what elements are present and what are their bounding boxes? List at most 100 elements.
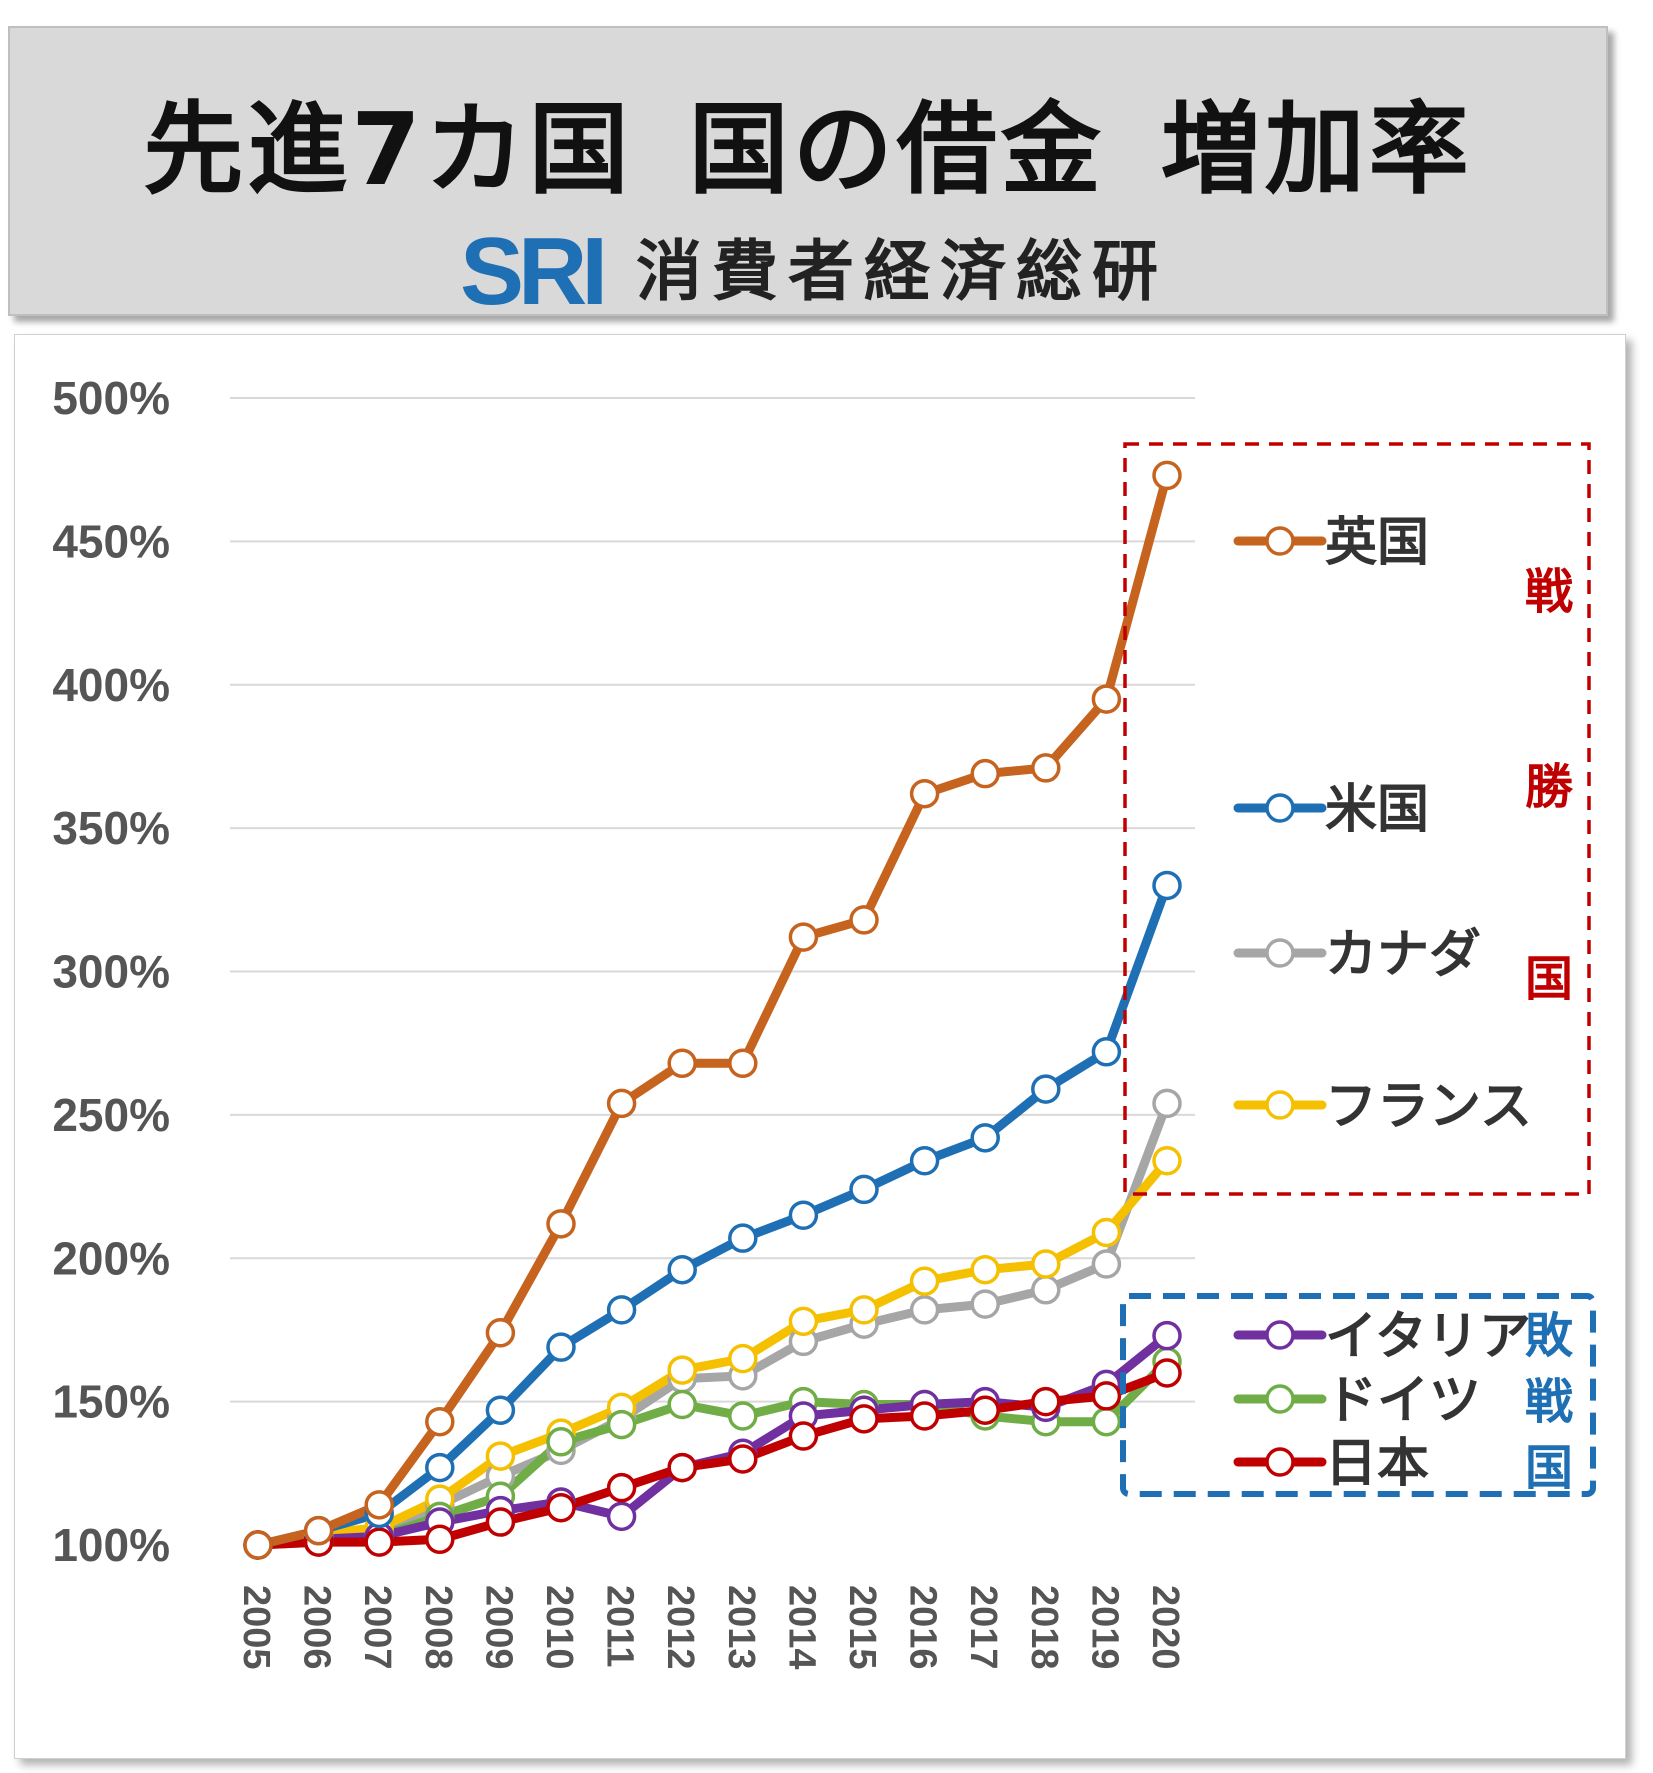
legend-label: 英国: [1325, 513, 1429, 573]
data-point: [606, 1472, 637, 1503]
data-point: [546, 1332, 576, 1362]
legend-swatch-marker: [1265, 1384, 1295, 1414]
data-point: [970, 1395, 1000, 1425]
x-tick-label: 2008: [417, 1585, 459, 1670]
y-tick-label: 300%: [52, 946, 170, 998]
x-tick-label: 2012: [659, 1585, 701, 1670]
x-tick-label: 2010: [538, 1585, 580, 1670]
chart-panel: [14, 334, 1626, 1759]
data-point: [728, 1223, 758, 1253]
legend-swatch-marker: [1265, 1090, 1295, 1120]
y-tick-label: 200%: [52, 1232, 170, 1284]
data-point: [909, 1295, 940, 1325]
winners-group-label: 戦: [1525, 564, 1573, 620]
y-tick-label: 400%: [52, 659, 170, 711]
data-point: [606, 1295, 637, 1325]
header-banner: 先進7カ国 国の借金 増加率 SRI 消費者経済総研: [8, 26, 1608, 320]
y-tick-label: 100%: [52, 1519, 170, 1571]
winners-group-label: 勝: [1525, 759, 1574, 815]
logo-text: 消費者経済総研: [636, 233, 1169, 310]
legend-swatch-marker: [1265, 793, 1295, 823]
series-line: [253, 880, 1172, 1550]
data-point: [788, 1306, 819, 1337]
winners-group-label: 国: [1525, 951, 1573, 1007]
legend-swatch-marker: [1265, 1447, 1295, 1477]
data-point: [728, 1444, 758, 1474]
data-point: [667, 1389, 697, 1420]
data-point: [909, 1146, 940, 1176]
data-point: [667, 1254, 697, 1285]
data-point: [1031, 1074, 1061, 1104]
data-point: [1091, 684, 1122, 714]
series-line: [253, 1156, 1172, 1550]
data-point: [1031, 1386, 1061, 1417]
brand-logo: SRI 消費者経済総研: [460, 224, 1168, 320]
legend-swatch-marker: [1265, 938, 1295, 968]
data-point: [1091, 1217, 1122, 1248]
x-tick-label: 2018: [1023, 1585, 1065, 1670]
data-point: [303, 1515, 334, 1546]
data-point: [728, 1343, 758, 1374]
data-point: [667, 1452, 697, 1483]
data-point: [728, 1048, 758, 1079]
title-part: 先進7カ国: [143, 91, 633, 208]
legend-swatch-marker: [1265, 526, 1295, 556]
data-point: [970, 1289, 1000, 1319]
x-tick-label: 2009: [477, 1585, 519, 1670]
data-point: [1152, 1146, 1182, 1176]
y-tick-label: 350%: [52, 802, 170, 854]
x-tick-label: 2017: [962, 1585, 1004, 1670]
data-point: [1152, 1358, 1182, 1388]
data-point: [606, 1501, 637, 1532]
y-tick-label: 250%: [52, 1089, 170, 1141]
series-line: [253, 470, 1172, 1550]
data-point: [546, 1209, 576, 1239]
legend-label: ドイツ: [1325, 1371, 1481, 1431]
data-point: [909, 1266, 940, 1296]
data-point: [1152, 870, 1182, 901]
y-tick-label: 150%: [52, 1376, 170, 1428]
data-point: [1031, 1249, 1061, 1279]
series-line: [253, 1098, 1172, 1550]
data-point: [364, 1490, 394, 1520]
data-point: [728, 1401, 758, 1431]
data-point: [849, 1295, 879, 1325]
data-point: [849, 905, 879, 935]
data-point: [788, 1421, 819, 1451]
data-point: [1152, 1088, 1182, 1119]
data-point: [667, 1048, 697, 1079]
data-point: [485, 1395, 516, 1425]
x-tick-label: 2013: [720, 1585, 762, 1670]
x-tick-label: 2019: [1083, 1585, 1125, 1670]
losers-group-box: [1120, 1293, 1596, 1497]
data-point: [485, 1507, 516, 1537]
data-point: [970, 758, 1000, 789]
data-point: [606, 1409, 637, 1440]
data-point: [667, 1355, 697, 1385]
y-tick-label: 500%: [52, 372, 170, 424]
legend-label: カナダ: [1325, 925, 1481, 985]
losers-group-label: 敗: [1525, 1308, 1574, 1364]
x-tick-label: 2016: [902, 1585, 944, 1670]
x-tick-label: 2006: [296, 1585, 338, 1670]
data-point: [1091, 1037, 1122, 1067]
losers-group-label: 国: [1525, 1440, 1573, 1496]
legend-label: イタリア: [1325, 1307, 1531, 1367]
data-point: [849, 1174, 879, 1205]
legend-label: 日本: [1325, 1434, 1429, 1494]
data-point: [788, 1200, 819, 1230]
data-point: [1091, 1381, 1122, 1411]
page-title: 先進7カ国 国の借金 増加率: [10, 68, 1606, 213]
data-point: [485, 1318, 516, 1348]
x-tick-label: 2011: [599, 1585, 641, 1667]
series-line: [253, 1368, 1172, 1550]
losers-group-label: 戦: [1525, 1374, 1573, 1430]
x-tick-label: 2007: [356, 1585, 398, 1670]
x-tick-label: 2014: [780, 1585, 822, 1670]
data-point: [909, 778, 940, 809]
data-point: [425, 1406, 455, 1437]
data-point: [243, 1530, 273, 1560]
legend-swatch-marker: [1265, 1320, 1295, 1350]
data-point: [1152, 460, 1182, 491]
